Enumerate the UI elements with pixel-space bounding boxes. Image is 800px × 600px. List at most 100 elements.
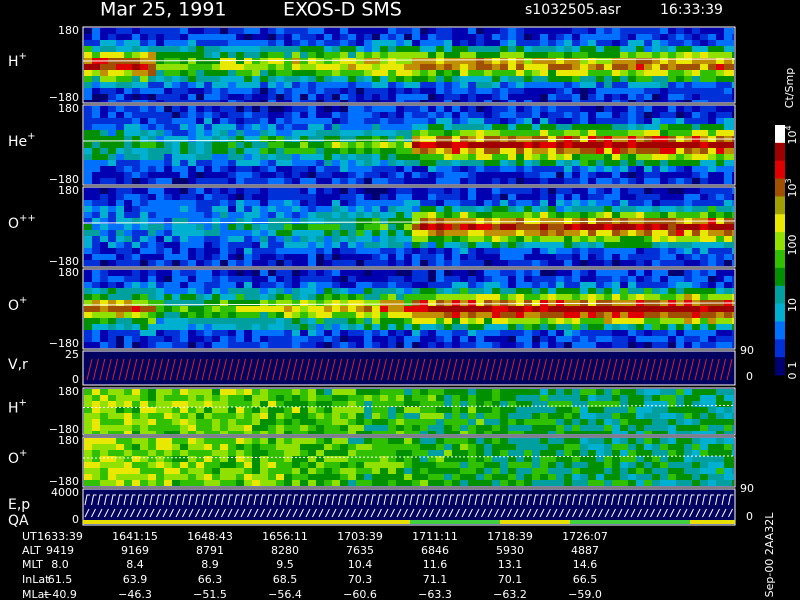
spectrogram-cell [668,188,676,194]
spectrogram-cell [284,194,292,200]
spectrogram-cell [564,224,572,230]
spectrogram-cell [156,242,164,248]
spectrogram-cell [172,419,180,425]
spectrogram-cell [508,88,516,94]
spectrogram-cell [180,64,188,70]
spectrogram-cell [428,330,436,336]
spectrogram-cell [620,106,628,112]
spectrogram-cell [252,88,260,94]
spectrogram-cell [156,52,164,58]
spectrogram-cell [196,212,204,218]
spectrogram-cell [292,254,300,260]
spectrogram-cell [420,194,428,200]
spectrogram-cell [228,200,236,206]
spectrogram-cell [180,118,188,124]
spectrogram-cell [100,206,108,212]
spectrogram-cell [436,342,444,348]
spectrogram-cell [348,130,356,136]
spectrogram-cell [268,330,276,336]
spectrogram-cell [188,306,196,312]
spectrogram-cell [468,294,476,300]
spectrogram-cell [196,300,204,306]
spectrogram-cell [452,212,460,218]
spectrogram-cell [580,76,588,82]
spectrogram-cell [132,288,140,294]
spectrogram-cell [692,276,700,282]
spectrogram-cell [484,34,492,40]
spectrogram-cell [204,142,212,148]
spectrogram-cell [116,82,124,88]
spectrogram-cell [252,312,260,318]
spectrogram-cell [276,178,284,184]
spectrogram-cell [108,212,116,218]
spectrogram-cell [580,294,588,300]
spectrogram-cell [204,300,212,306]
spectrogram-cell [100,94,108,100]
spectrogram-cell [724,276,732,282]
spectrogram-cell [228,224,236,230]
spectrogram-cell [468,306,476,312]
spectrogram-cell [260,34,268,40]
spectrogram-cell [148,395,156,401]
spectrogram-cell [268,160,276,166]
spectrogram-cell [468,224,476,230]
spectrogram-cell [220,200,228,206]
spectrogram-cell [644,236,652,242]
spectrogram-cell [420,118,428,124]
spectrogram-cell [148,130,156,136]
spectrogram-cell [484,188,492,194]
spectrogram-cell [356,324,364,330]
spectrogram-cell [188,118,196,124]
spectrogram-cell [180,178,188,184]
spectrogram-cell [676,401,684,407]
spectrogram-cell [156,270,164,276]
spectrogram-cell [660,28,668,34]
spectrogram-cell [188,401,196,407]
spectrogram-cell [84,306,92,312]
spectrogram-cell [572,282,580,288]
spectrogram-cell [108,166,116,172]
spectrogram-cell [556,112,564,118]
spectrogram-cell [532,270,540,276]
spectrogram-cell [204,124,212,130]
spectrogram-cell [324,76,332,82]
spectrogram-cell [100,218,108,224]
spectrogram-cell [244,106,252,112]
spectrogram-cell [388,154,396,160]
spectrogram-cell [620,230,628,236]
spectrogram-cell [332,330,340,336]
spectrogram-cell [268,178,276,184]
spectrogram-cell [396,336,404,342]
spectrogram-cell [236,160,244,166]
spectrogram-cell [364,336,372,342]
spectrogram-cell [188,254,196,260]
spectrogram-cell [604,82,612,88]
spectrogram-cell [660,230,668,236]
spectrogram-cell [324,100,332,102]
spectrogram-cell [628,419,636,425]
spectrogram-cell [156,419,164,425]
spectrogram-cell [212,52,220,58]
spectrogram-cell [204,318,212,324]
spectrogram-cell [484,312,492,318]
spectrogram-cell [220,419,228,425]
spectrogram-cell [148,276,156,282]
spectrogram-cell [580,106,588,112]
spectrogram-cell [164,34,172,40]
spectrogram-cell [108,100,116,102]
spectrogram-cell [188,260,196,266]
spectrogram-cell [628,148,636,154]
spectrogram-cell [564,200,572,206]
spectrogram-cell [164,154,172,160]
vr-trace [483,358,490,381]
spectrogram-cell [660,288,668,294]
vr-trace [521,358,528,381]
spectrogram-cell [532,395,540,401]
spectrogram-cell [708,254,716,260]
spectrogram-cell [556,260,564,266]
spectrogram-cell [412,425,420,431]
spectrogram-cell [660,58,668,64]
spectrogram-cell [316,395,324,401]
spectrogram-cell [732,58,734,64]
spectrogram-cell [724,324,732,330]
